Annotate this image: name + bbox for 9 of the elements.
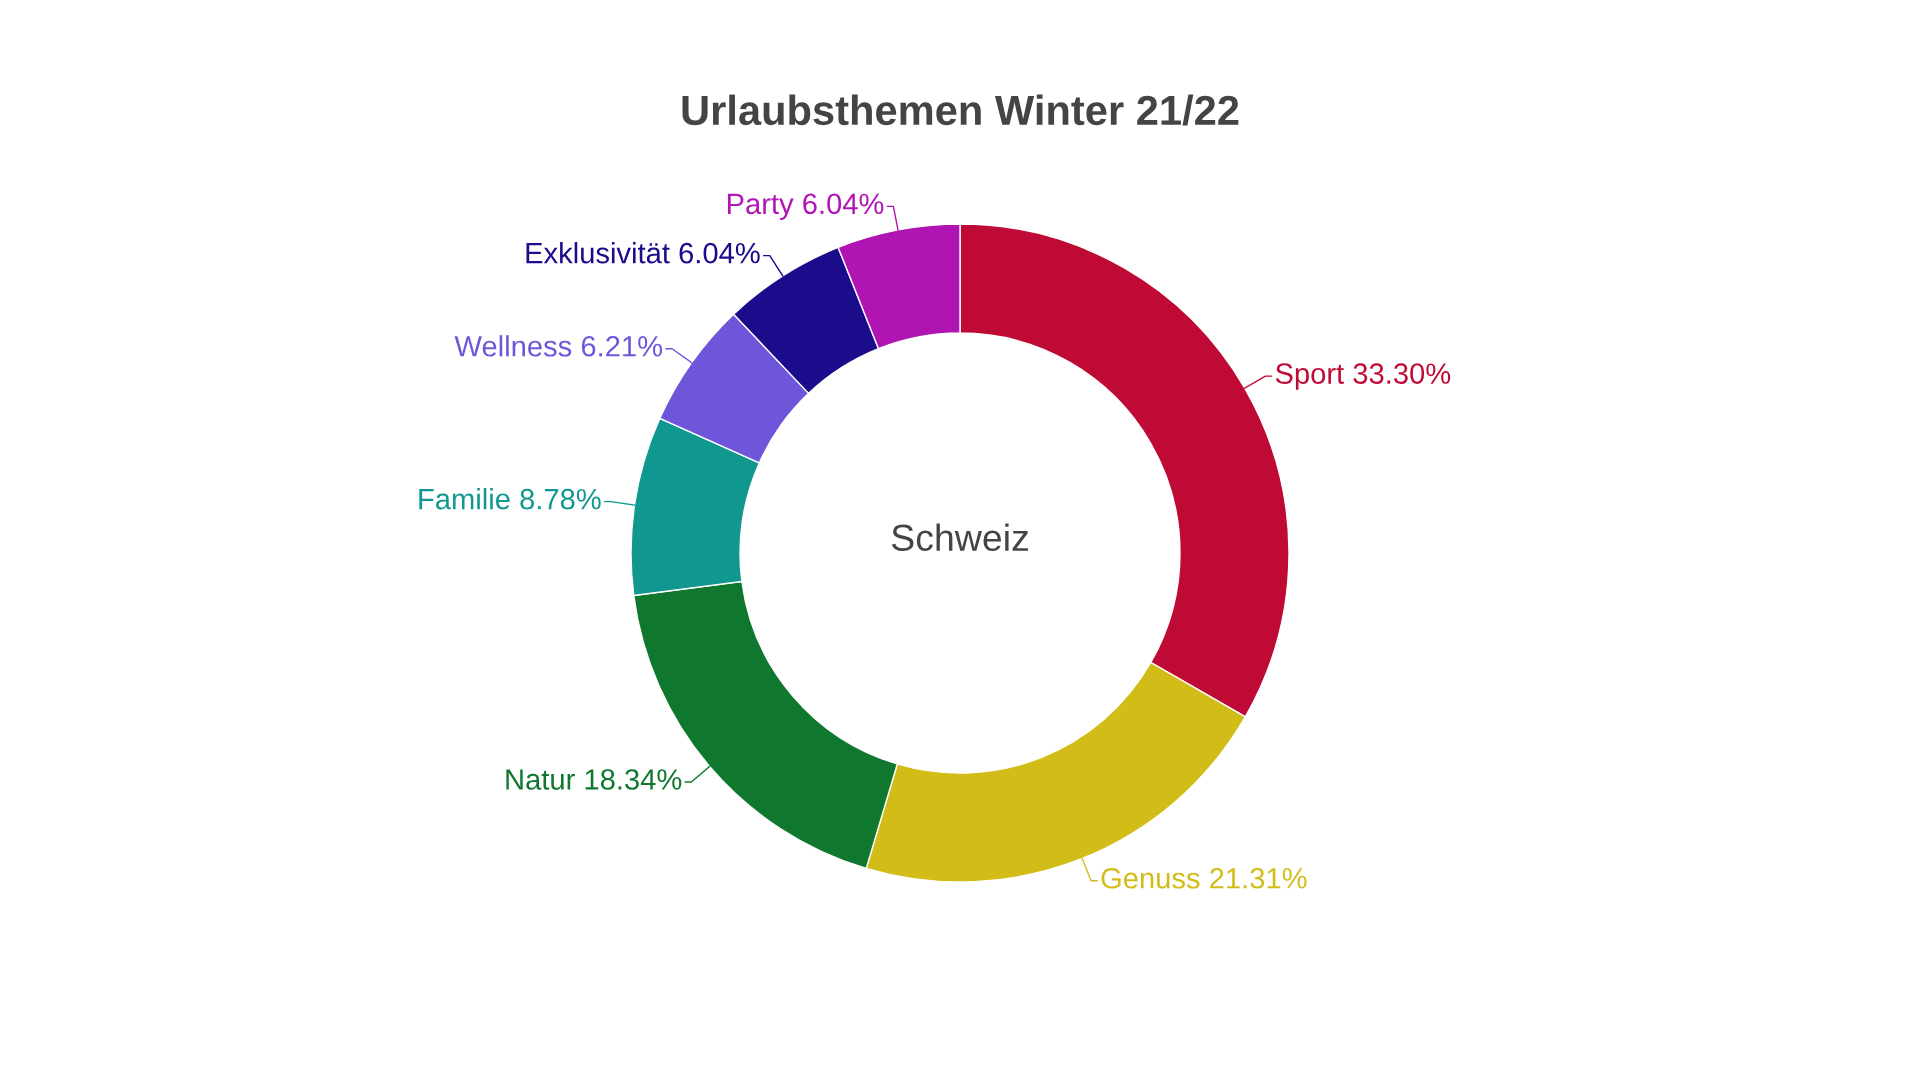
- text: Schweiz: [891, 523, 1028, 552]
- slice-label: Genuss 21.31%: [1101, 867, 1307, 889]
- slice-label: Exklusivität 6.04%: [526, 242, 760, 264]
- slice-label: Familie 8.78%: [419, 488, 601, 510]
- chart-title: Urlaubsthemen Winter 21/22: [682, 94, 1239, 126]
- slice-label: Wellness 6.21%: [454, 335, 663, 357]
- slice-label: Natur 18.34%: [506, 769, 682, 790]
- slice-label: Party 6.04%: [727, 193, 884, 220]
- slice-label: Sport 33.30%: [1275, 363, 1451, 390]
